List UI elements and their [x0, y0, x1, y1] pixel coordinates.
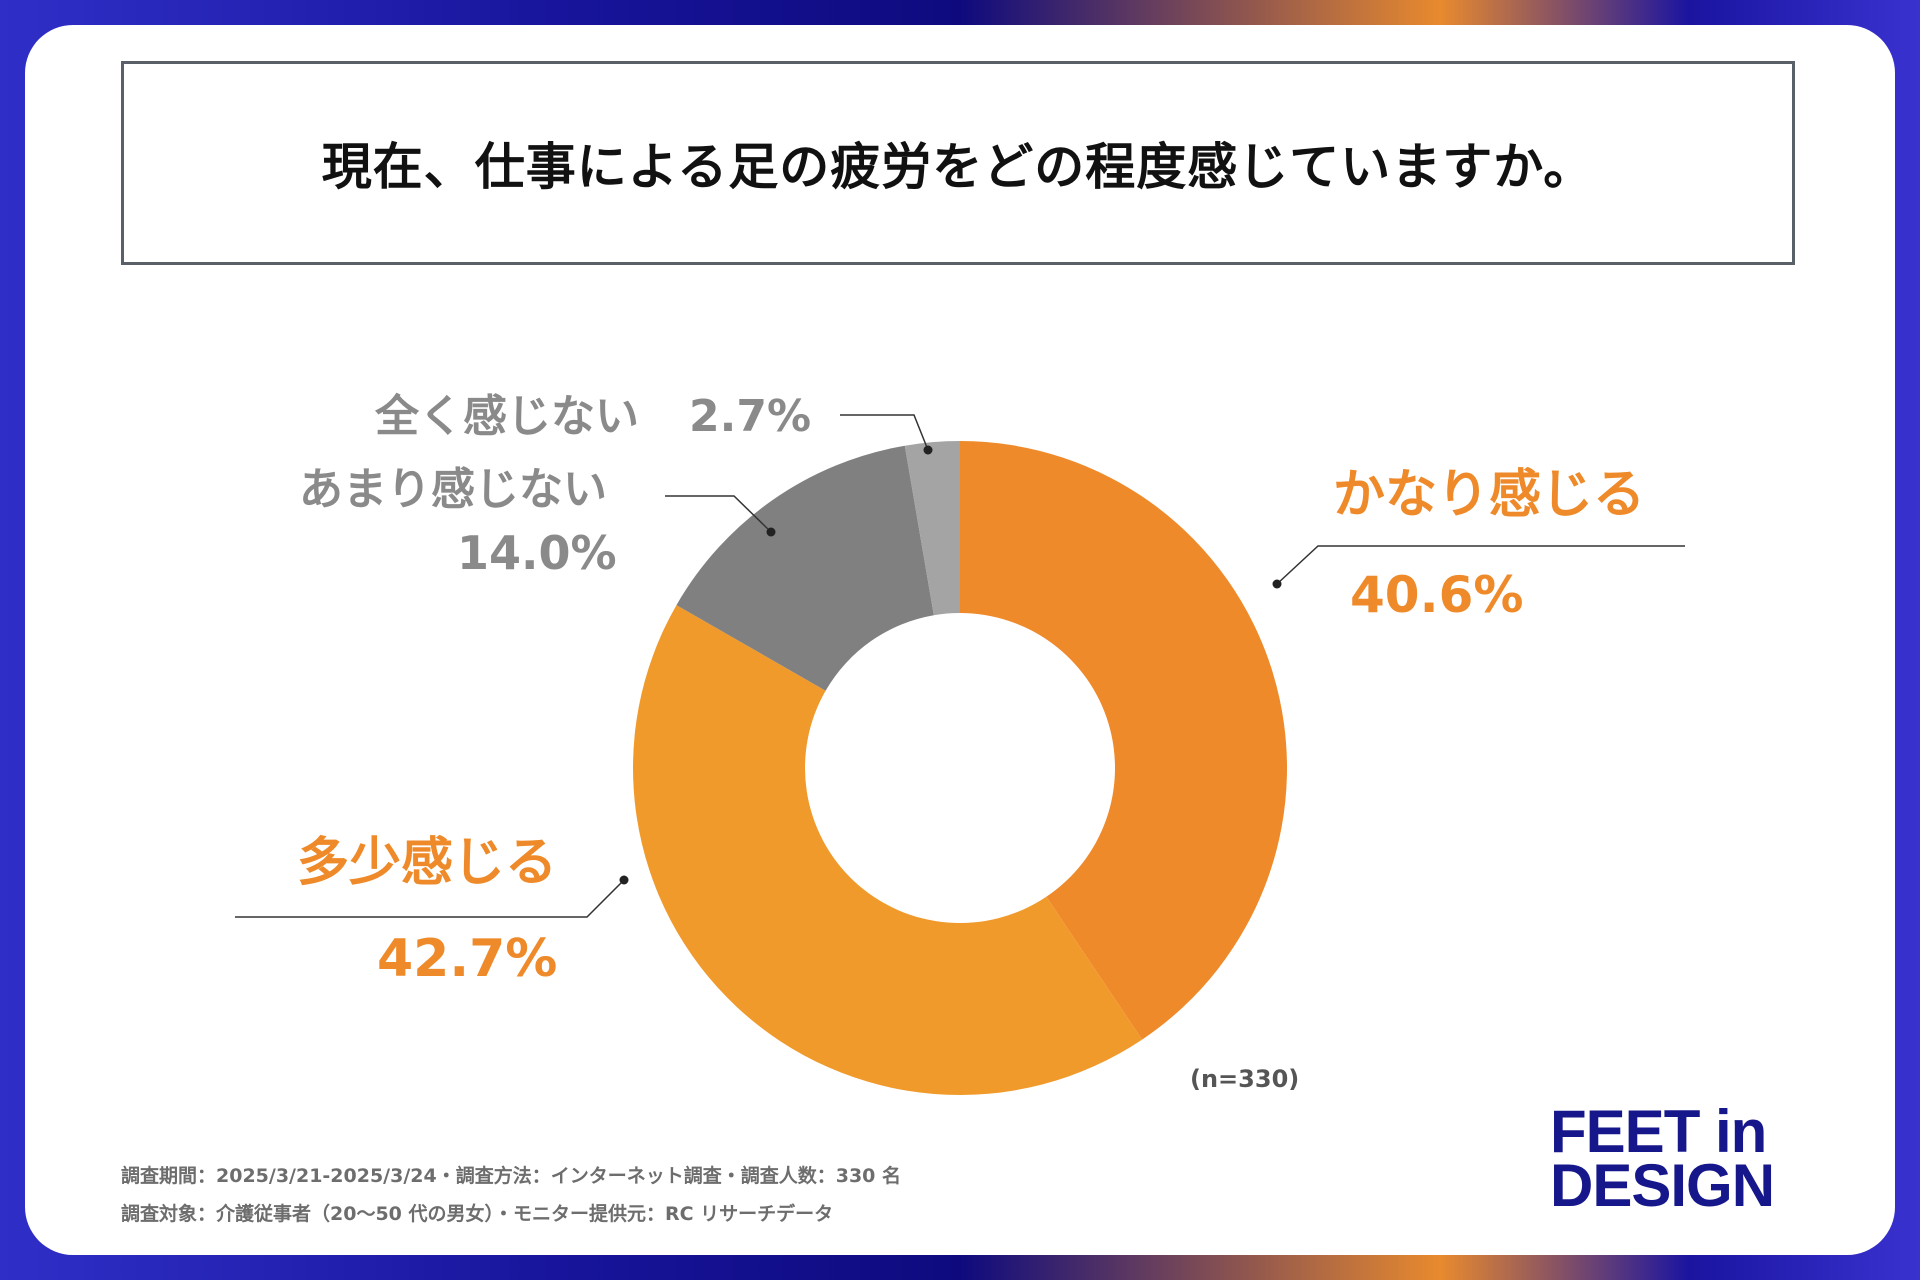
leader-dot-not-at-all — [923, 445, 933, 455]
footnote-line-1: 調査期間：2025/3/21-2025/3/24・調査方法：インターネット調査・… — [121, 1165, 902, 1187]
brand-logo: FEET in DESIGN — [1550, 1098, 1775, 1219]
donut-slice-2 — [633, 605, 1143, 1095]
label-not-much-name: あまり感じない — [299, 464, 607, 515]
logo-line-1: FEET in — [1550, 1098, 1767, 1165]
leader-lines — [235, 414, 1685, 918]
donut-slice-3 — [676, 445, 934, 691]
label-somewhat-value: 42.7% — [377, 929, 558, 989]
donut-slice-1 — [960, 441, 1287, 1040]
label-very-value: 40.6% — [1350, 566, 1524, 624]
leader-dot-not-much — [766, 527, 776, 537]
label-somewhat-name: 多少感じる — [297, 833, 558, 893]
sample-size-note: (n=330) — [1190, 1065, 1300, 1093]
leader-dots — [619, 445, 1282, 885]
leader-dot-somewhat — [619, 875, 629, 885]
leader-line-somewhat — [235, 879, 625, 918]
page-title: 現在、仕事による足の疲労をどの程度感じていますか。 — [321, 138, 1595, 196]
leader-line-not-at-all — [840, 414, 929, 451]
label-not-at-all-name: 全く感じない — [375, 391, 639, 442]
card: 現在、仕事による足の疲労をどの程度感じていますか。 かなり感じる 40.6% 多… — [25, 25, 1895, 1255]
donut-slice-4 — [904, 441, 960, 616]
label-not-at-all-value: 2.7% — [689, 391, 812, 442]
footnote-line-2: 調査対象：介護従事者（20〜50 代の男女）・モニター提供元：RC リサーチデー… — [121, 1203, 834, 1225]
donut-chart — [235, 414, 1685, 1095]
logo-line-2: DESIGN — [1550, 1152, 1775, 1219]
leader-line-very — [1276, 545, 1685, 585]
label-not-much-value: 14.0% — [457, 526, 617, 580]
leader-dot-very — [1272, 579, 1282, 589]
leader-line-not-much — [665, 495, 772, 533]
label-very-name: かなり感じる — [1333, 465, 1646, 525]
title-box: 現在、仕事による足の疲労をどの程度感じていますか。 — [121, 61, 1795, 265]
donut-slices — [633, 441, 1287, 1095]
